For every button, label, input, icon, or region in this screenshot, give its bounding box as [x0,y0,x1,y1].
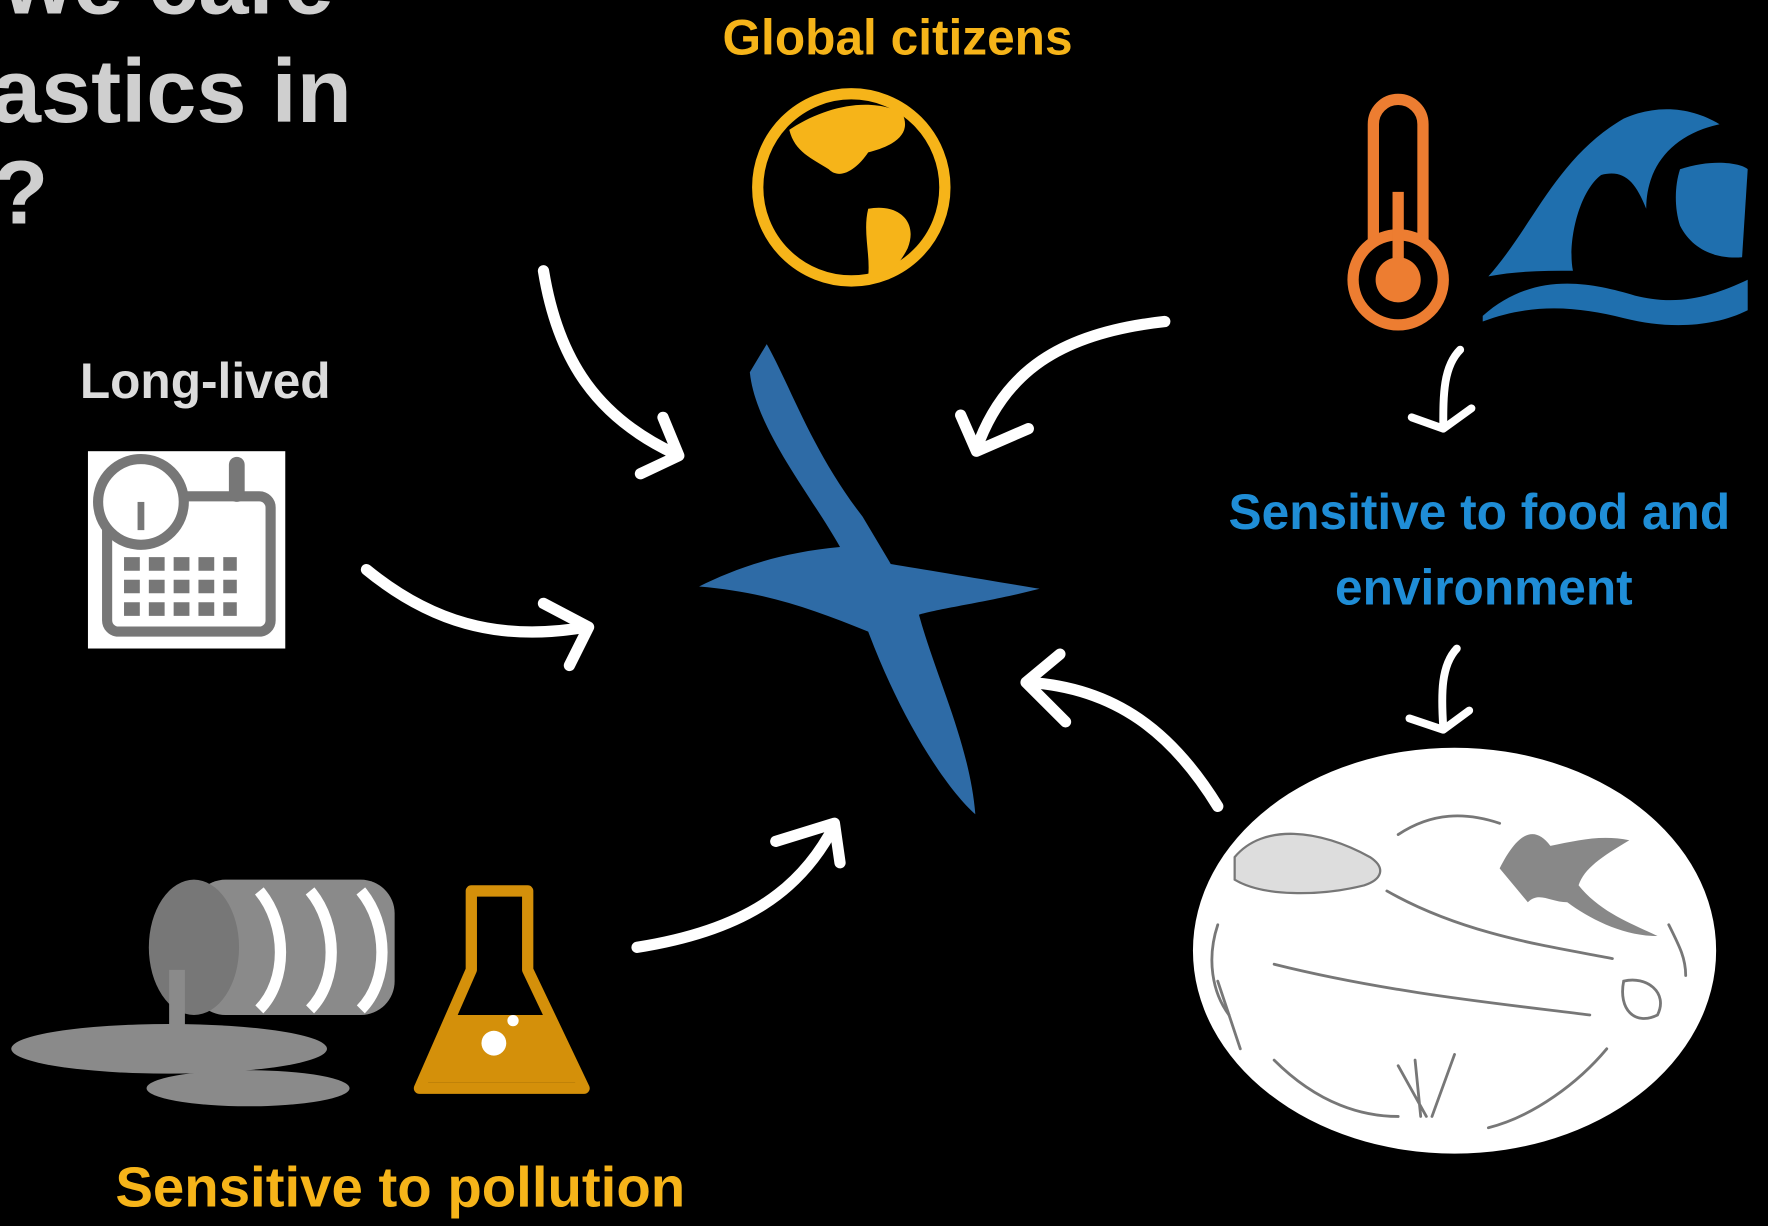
label-pollution: Sensitive to pollution [115,1156,685,1219]
title-line: ? [0,142,48,243]
thermometer-dot [1376,257,1421,302]
barrel-end [149,880,239,1015]
page: {"title": {"lines": ["we care", "astics … [0,0,1768,1226]
title-line: we care [2,0,334,34]
label-food: Sensitive to food and [1229,484,1731,540]
slide: we care astics in ? Global citizens Long… [0,0,1768,1226]
barrel-drip [169,970,185,1049]
flask-bubble [481,1031,506,1056]
calendar-ring [229,457,245,502]
title-line: astics in [0,41,352,142]
flask-bubble [507,1015,518,1026]
label-long-lived: Long-lived [80,353,331,409]
label-food: environment [1335,560,1633,616]
spill [147,1070,350,1106]
label-global: Global citizens [722,9,1072,65]
food-web [1193,748,1716,1154]
